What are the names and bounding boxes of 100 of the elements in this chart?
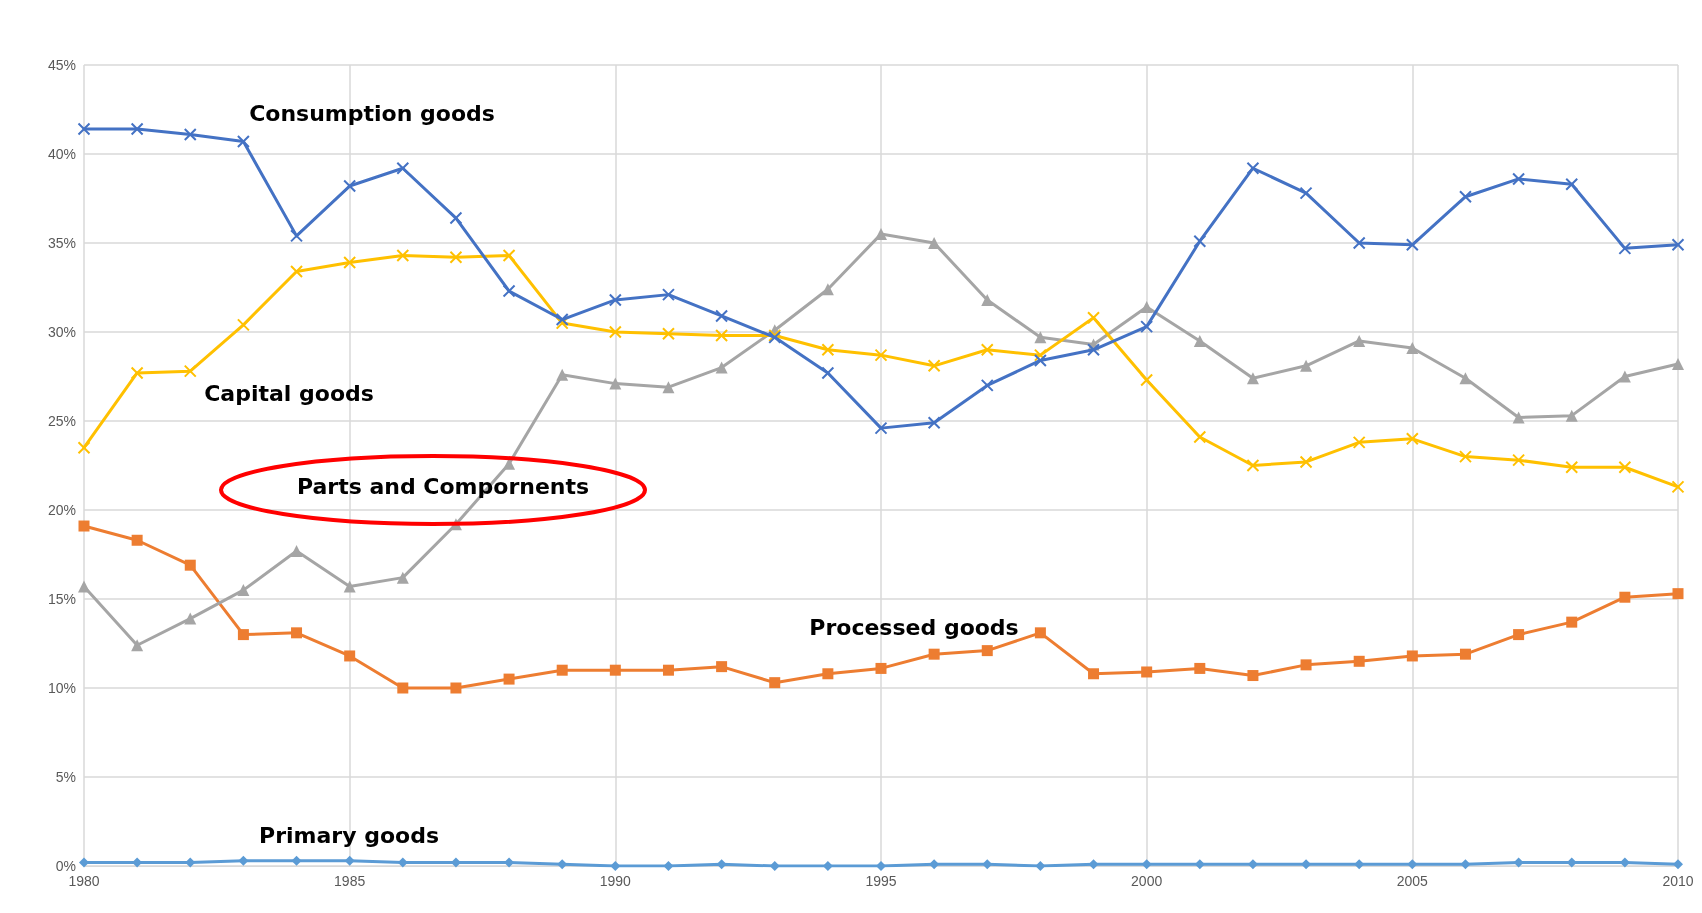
point (1035, 861, 1046, 871)
point (1087, 311, 1101, 325)
point (1353, 334, 1366, 347)
point (1458, 190, 1472, 204)
point (1246, 161, 1260, 175)
point (715, 361, 728, 374)
point (1512, 411, 1525, 424)
point (183, 364, 197, 378)
point (1513, 629, 1525, 641)
point (1565, 177, 1579, 191)
point (980, 378, 994, 392)
point (875, 228, 887, 241)
y-tick-label: 15% (47, 591, 76, 607)
point (290, 229, 304, 243)
y-tick-label: 20% (47, 502, 76, 518)
y-tick-label: 30% (47, 324, 76, 340)
x-tick-label: 2010 (1662, 873, 1694, 889)
point (291, 627, 303, 639)
point (1088, 668, 1100, 680)
point (183, 127, 197, 141)
y-tick-label: 0% (55, 858, 76, 874)
point (1671, 238, 1685, 252)
point (1353, 655, 1365, 667)
point (130, 122, 144, 136)
point (1512, 172, 1526, 186)
point (78, 520, 90, 532)
point (662, 664, 674, 676)
point (236, 135, 250, 149)
point (1300, 359, 1313, 372)
point (1194, 662, 1206, 674)
point (1034, 627, 1046, 639)
series-label: Parts and Compornents (296, 473, 590, 499)
point (556, 368, 569, 381)
point (1087, 343, 1101, 357)
y-tick-label: 35% (47, 235, 76, 251)
point (821, 343, 835, 357)
x-tick-label: 2000 (1131, 873, 1163, 889)
point (662, 381, 675, 394)
y-tick-label: 45% (47, 57, 76, 73)
point (1193, 234, 1207, 248)
point (77, 441, 91, 455)
point (290, 264, 304, 278)
point (1460, 859, 1471, 870)
point (928, 648, 940, 660)
point (980, 343, 994, 357)
series-label: Primary goods (259, 822, 439, 848)
point (1618, 460, 1632, 474)
point (715, 309, 729, 323)
point (1193, 334, 1206, 347)
point (609, 377, 622, 390)
point (1299, 455, 1313, 469)
point (1352, 236, 1366, 250)
point (1406, 342, 1419, 355)
x-tick-label: 1995 (865, 873, 897, 889)
point (1459, 372, 1472, 385)
point (1405, 432, 1419, 446)
point (131, 534, 143, 546)
point (556, 664, 568, 676)
point (822, 668, 834, 680)
point (661, 288, 675, 302)
y-tick-label: 40% (47, 146, 76, 162)
point (609, 664, 621, 676)
x-tick-label: 2005 (1396, 873, 1429, 889)
point (874, 348, 888, 362)
point (184, 559, 196, 571)
point (608, 293, 622, 307)
point (290, 544, 303, 557)
x-tick-label: 1990 (599, 873, 632, 889)
point (77, 122, 91, 136)
point (875, 662, 887, 674)
point (1299, 186, 1313, 200)
point (1673, 859, 1683, 870)
point (502, 248, 516, 262)
point (716, 661, 728, 673)
point (769, 677, 781, 689)
point (927, 359, 941, 373)
point (1352, 435, 1366, 449)
point (1247, 670, 1259, 682)
point (1618, 370, 1631, 383)
point (184, 612, 197, 625)
point (397, 857, 408, 868)
point (450, 682, 462, 694)
point (1140, 373, 1154, 387)
point (236, 318, 250, 332)
point (821, 366, 835, 380)
y-tick-label: 10% (47, 680, 76, 696)
point (237, 584, 250, 597)
point (1193, 430, 1207, 444)
point (397, 682, 409, 694)
point (981, 293, 994, 306)
point (291, 855, 302, 866)
point (1033, 348, 1047, 362)
point (1672, 588, 1684, 600)
point (396, 571, 409, 584)
point (344, 855, 355, 866)
point (1406, 650, 1418, 662)
point (981, 645, 993, 657)
point (1565, 409, 1578, 422)
point (1034, 331, 1047, 344)
point (503, 673, 515, 685)
